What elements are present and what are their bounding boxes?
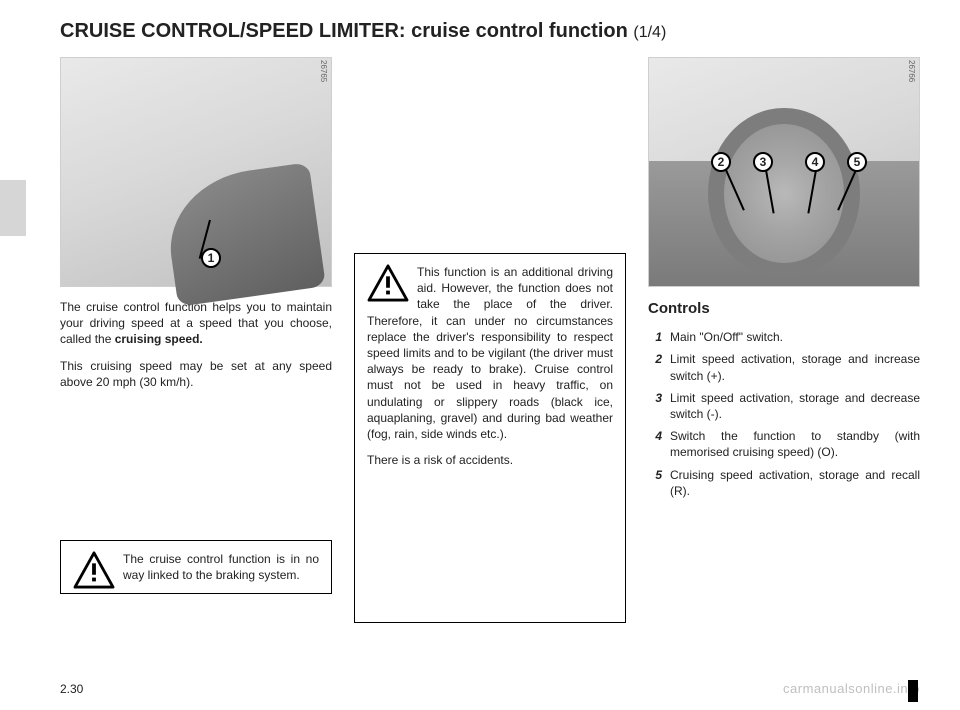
black-tab: [908, 680, 918, 702]
control-text-4: Switch the function to standby (with mem…: [670, 428, 920, 460]
callout-3: 3: [753, 152, 773, 172]
content-columns: 26765 1 The cruise control function help…: [60, 57, 920, 623]
figure-wheel: [708, 108, 859, 279]
intro-paragraph-2: This cruising speed may be set at any sp…: [60, 358, 332, 390]
figure-gearshift-lever: [161, 162, 326, 307]
column-middle: This function is an additional driving a…: [354, 57, 626, 623]
list-item: 5 Cruising speed activation, storage and…: [648, 467, 920, 499]
title-main: CRUISE CONTROL/SPEED LIMITER: cruise con…: [60, 20, 628, 42]
intro-paragraph-1: The cruise control function helps you to…: [60, 299, 332, 348]
warning-icon: [367, 264, 409, 302]
figure1-id: 26765: [317, 60, 328, 82]
warning-big-p2: There is a risk of accidents.: [367, 452, 613, 468]
figure2-id: 26766: [905, 60, 916, 82]
controls-list: 1 Main "On/Off" switch. 2 Limit speed ac…: [648, 329, 920, 499]
list-item: 2 Limit speed activation, storage and in…: [648, 351, 920, 383]
callout-2: 2: [711, 152, 731, 172]
control-text-1: Main "On/Off" switch.: [670, 329, 783, 345]
intro-p1b: cruising speed.: [115, 332, 203, 346]
title-sub: (1/4): [633, 24, 666, 41]
callout-1: 1: [201, 248, 221, 268]
callout-4: 4: [805, 152, 825, 172]
column-right: 26766 2 3 4 5 Controls 1 Main "On/Off" s…: [648, 57, 920, 623]
page-number: 2.30: [60, 682, 83, 696]
controls-heading: Controls: [648, 299, 920, 319]
control-num-5: 5: [648, 467, 670, 499]
control-num-2: 2: [648, 351, 670, 383]
figure-gearshift: 26765 1: [60, 57, 332, 287]
manual-page: CRUISE CONTROL/SPEED LIMITER: cruise con…: [0, 0, 960, 710]
list-item: 3 Limit speed activation, storage and de…: [648, 390, 920, 422]
list-item: 4 Switch the function to standby (with m…: [648, 428, 920, 460]
warning-box-small: The cruise control function is in no way…: [60, 540, 332, 594]
control-text-3: Limit speed activation, storage and decr…: [670, 390, 920, 422]
page-title: CRUISE CONTROL/SPEED LIMITER: cruise con…: [60, 20, 920, 43]
callout-5: 5: [847, 152, 867, 172]
warning-box-large: This function is an additional driving a…: [354, 253, 626, 623]
control-num-1: 1: [648, 329, 670, 345]
control-text-2: Limit speed activation, storage and incr…: [670, 351, 920, 383]
control-num-4: 4: [648, 428, 670, 460]
column-left: 26765 1 The cruise control function help…: [60, 57, 332, 623]
list-item: 1 Main "On/Off" switch.: [648, 329, 920, 345]
watermark: carmanualsonline.info: [783, 681, 920, 696]
warning-icon: [73, 551, 115, 589]
control-text-5: Cruising speed activation, storage and r…: [670, 467, 920, 499]
warning-small-text: The cruise control function is in no way…: [123, 552, 319, 582]
figure-steering-wheel: 26766 2 3 4 5: [648, 57, 920, 287]
control-num-3: 3: [648, 390, 670, 422]
